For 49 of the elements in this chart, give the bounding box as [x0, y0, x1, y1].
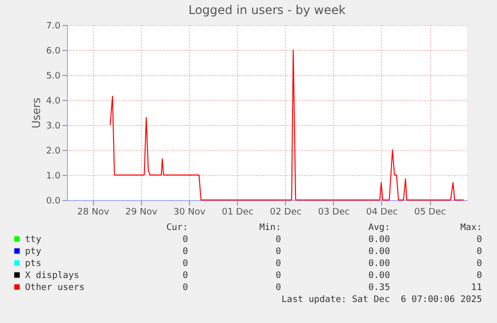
y-tick-label: 0.0 — [46, 196, 61, 206]
text: 0 — [276, 283, 281, 293]
y-tick-label: 1.0 — [46, 172, 61, 182]
x-tick-label: 05 Dec — [414, 208, 446, 218]
y-tick-label: 3.0 — [46, 122, 61, 132]
text: Min: — [259, 223, 281, 233]
y-tick-label: 7.0 — [46, 22, 61, 32]
legend-label: pty — [25, 247, 42, 257]
legend-label: X displays — [25, 271, 80, 281]
legend-label: tty — [25, 235, 42, 245]
text: 0 — [476, 259, 482, 269]
y-tick-label: 6.0 — [46, 46, 61, 56]
text: 11 — [471, 283, 482, 293]
x-tick-label: 30 Nov — [174, 208, 206, 218]
text: 0.00 — [368, 271, 390, 281]
text: 0 — [476, 247, 482, 257]
line-series — [110, 50, 464, 200]
text: 0 — [182, 235, 188, 245]
x-tick-label: 01 Dec — [222, 208, 254, 218]
y-axis-title: Users — [30, 97, 44, 128]
text: 0 — [182, 259, 188, 269]
text: Cur: — [166, 223, 188, 233]
text: 0 — [276, 247, 281, 257]
text: 0 — [182, 271, 188, 281]
text: 0 — [276, 235, 281, 245]
x-tick-label: 04 Dec — [366, 208, 398, 218]
legend-label: Other users — [25, 283, 85, 293]
text: 0.00 — [368, 235, 390, 245]
y-tick-label: 5.0 — [46, 72, 61, 82]
text: 0 — [182, 247, 188, 257]
text: 0 — [182, 283, 188, 293]
text: 0 — [476, 271, 482, 281]
text: Last update: Sat Dec 6 07:00:06 2025 — [282, 295, 482, 305]
x-tick-label: 02 Dec — [270, 208, 302, 218]
text: Avg: — [368, 223, 390, 233]
text: 0 — [276, 259, 281, 269]
text: 0.00 — [368, 247, 390, 257]
y-tick-label: 2.0 — [46, 146, 61, 156]
text: 0.00 — [368, 259, 390, 269]
x-tick-label: 28 Nov — [77, 208, 110, 218]
text: 0.35 — [368, 283, 390, 293]
x-tick-label: 03 Dec — [318, 208, 350, 218]
x-tick-label: 29 Nov — [125, 208, 158, 218]
legend-label: pts — [25, 259, 42, 269]
text: 0 — [276, 271, 281, 281]
chart-title: Logged in users - by week — [188, 3, 346, 17]
y-tick-label: 4.0 — [46, 96, 61, 106]
text: 0 — [476, 235, 482, 245]
text: Max: — [460, 223, 482, 233]
